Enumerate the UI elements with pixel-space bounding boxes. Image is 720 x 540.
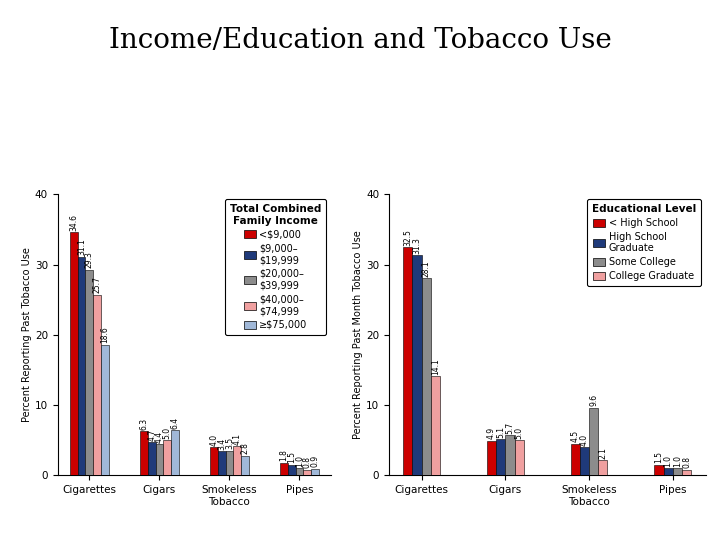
Text: 29.3: 29.3 (85, 251, 94, 268)
Text: 1.0: 1.0 (664, 455, 672, 467)
Bar (225, 450, 233, 475)
Text: 4.5: 4.5 (571, 430, 580, 442)
Bar (101, 345, 109, 475)
Text: 32.5: 32.5 (403, 229, 413, 246)
Bar (86, 269, 93, 475)
Text: 4.7: 4.7 (147, 429, 156, 441)
Text: 6.3: 6.3 (140, 417, 148, 430)
Bar (403, 247, 413, 475)
Text: 6.4: 6.4 (171, 417, 179, 429)
Bar (505, 435, 515, 475)
Text: 3.4: 3.4 (217, 438, 226, 450)
Text: 2.8: 2.8 (240, 442, 249, 454)
Bar (431, 376, 440, 475)
Bar (589, 408, 598, 475)
Bar (571, 444, 580, 475)
Bar (233, 447, 241, 475)
Bar (654, 464, 664, 475)
Legend: < High School, High School
Graduate, Some College, College Graduate: < High School, High School Graduate, Som… (587, 199, 701, 286)
Text: 1.0: 1.0 (673, 455, 682, 467)
Bar (93, 295, 101, 475)
Text: 2.1: 2.1 (598, 447, 608, 459)
Text: 14.1: 14.1 (431, 358, 440, 375)
Bar (70, 232, 78, 475)
Bar (280, 463, 288, 475)
Text: 0.9: 0.9 (310, 455, 320, 468)
Text: 9.6: 9.6 (589, 394, 598, 407)
Bar (515, 440, 523, 475)
Text: 4.1: 4.1 (233, 433, 242, 445)
Text: 4.9: 4.9 (487, 427, 496, 440)
Bar (241, 456, 248, 475)
Bar (413, 255, 422, 475)
Text: 25.7: 25.7 (92, 276, 102, 293)
Text: 1.0: 1.0 (295, 455, 304, 467)
Text: 4.0: 4.0 (580, 434, 589, 445)
Text: 0.8: 0.8 (682, 456, 691, 468)
Text: 31.3: 31.3 (413, 237, 421, 254)
Bar (487, 441, 496, 475)
Bar (163, 440, 171, 475)
Bar (422, 278, 431, 475)
Text: 5.0: 5.0 (515, 427, 523, 438)
Bar (210, 447, 218, 475)
Text: 3.5: 3.5 (225, 437, 234, 449)
Bar (311, 469, 319, 475)
Text: 4.4: 4.4 (155, 431, 164, 443)
Bar (496, 440, 505, 475)
Bar (171, 430, 179, 475)
Bar (303, 470, 311, 475)
Text: 5.0: 5.0 (163, 427, 171, 438)
Bar (218, 451, 225, 475)
Bar (672, 468, 682, 475)
Legend: <$9,000, $9,000–
$19,999, $20,000–
$39,999, $40,000–
$74,999, ≥$75,000: <$9,000, $9,000– $19,999, $20,000– $39,9… (225, 199, 326, 335)
Text: 0.8: 0.8 (302, 456, 312, 468)
Bar (296, 468, 303, 475)
Text: Income/Education and Tobacco Use: Income/Education and Tobacco Use (109, 27, 611, 54)
Bar (148, 442, 156, 475)
Text: 1.5: 1.5 (287, 451, 297, 463)
Text: 28.1: 28.1 (422, 260, 431, 276)
Text: 34.6: 34.6 (69, 214, 78, 231)
Y-axis label: Percent Reporting Past Tobacco Use: Percent Reporting Past Tobacco Use (22, 247, 32, 422)
Bar (140, 431, 148, 475)
Bar (156, 444, 163, 475)
Bar (288, 464, 296, 475)
Bar (580, 447, 589, 475)
Y-axis label: Percent Reporting Past Month Tobacco Use: Percent Reporting Past Month Tobacco Use (354, 231, 363, 439)
Bar (682, 470, 691, 475)
Text: 1.8: 1.8 (279, 449, 289, 461)
Text: 5.1: 5.1 (496, 426, 505, 438)
Bar (598, 461, 608, 475)
Text: 1.5: 1.5 (654, 451, 663, 463)
Text: 31.1: 31.1 (77, 239, 86, 255)
Bar (78, 257, 86, 475)
Text: 4.0: 4.0 (210, 434, 218, 445)
Text: 5.7: 5.7 (505, 422, 515, 434)
Bar (664, 468, 672, 475)
Text: 18.6: 18.6 (100, 327, 109, 343)
